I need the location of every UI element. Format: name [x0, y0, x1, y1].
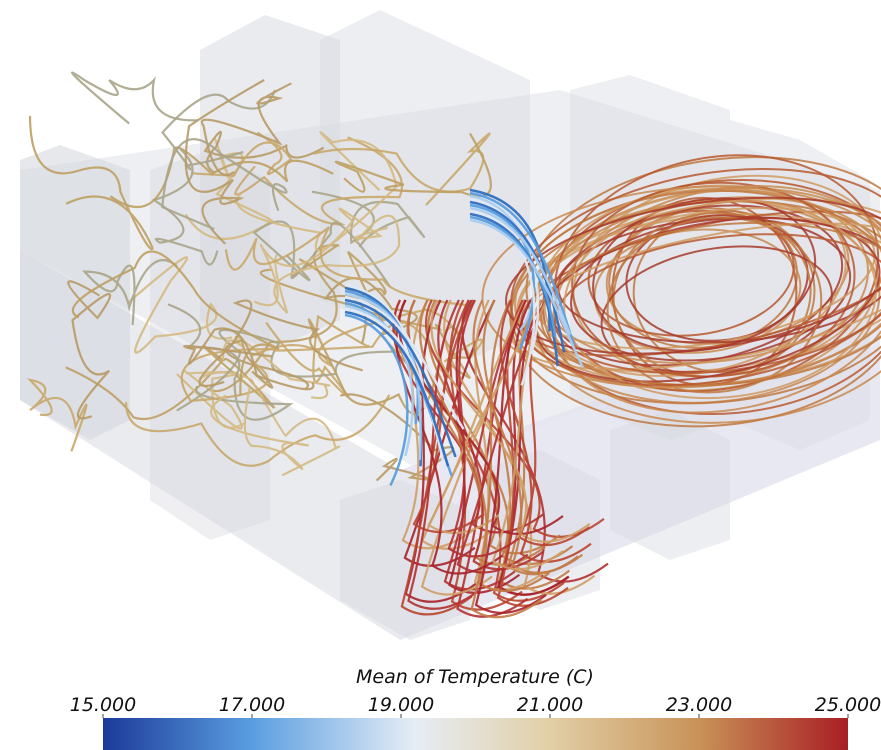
- streamline: [67, 280, 112, 420]
- colorbar-bar: [103, 718, 848, 750]
- streamline: [198, 299, 363, 387]
- streamline: [469, 209, 536, 386]
- colorbar-tick-label: 17.000: [219, 694, 285, 716]
- streamline: [540, 221, 881, 387]
- streamline: [184, 138, 274, 240]
- colorbar-tick-label: 21.000: [517, 694, 583, 716]
- streamline: [71, 71, 199, 125]
- streamline: [418, 299, 550, 593]
- streamline: [71, 250, 280, 396]
- streamline: [447, 299, 520, 558]
- streamline: [273, 214, 401, 314]
- streamline: [224, 339, 309, 390]
- streamline: [252, 220, 392, 288]
- streamline: [420, 299, 543, 596]
- streamline: [344, 313, 409, 487]
- streamline: [553, 233, 881, 375]
- streamline: [482, 299, 571, 590]
- streamline: [26, 378, 88, 452]
- streamline: [395, 299, 504, 575]
- streamline: [470, 299, 543, 619]
- streamline: [265, 314, 370, 398]
- block: [610, 410, 730, 560]
- scene: [20, 10, 881, 640]
- streamline: [200, 82, 292, 177]
- streamline: [497, 299, 570, 596]
- streamline: [124, 394, 391, 467]
- streamline: [28, 115, 154, 251]
- room-wall: [400, 300, 880, 640]
- streamline: [234, 136, 404, 226]
- streamline: [469, 200, 566, 353]
- streamline: [461, 299, 609, 583]
- colorbar-title: Mean of Temperature (C): [356, 666, 594, 688]
- streamline: [509, 189, 881, 428]
- streamline: [606, 216, 823, 394]
- streamline: [210, 386, 309, 471]
- streamline: [430, 299, 591, 543]
- streamline: [469, 218, 584, 368]
- streamline: [407, 299, 480, 610]
- colorbar-tick-label: 23.000: [666, 694, 732, 716]
- streamline: [127, 256, 233, 354]
- streamline: [167, 303, 294, 421]
- streamline: [161, 138, 288, 231]
- streamline: [224, 226, 468, 307]
- streamline: [491, 299, 564, 571]
- block: [340, 480, 470, 640]
- streamline: [474, 299, 547, 614]
- streamline: [161, 89, 277, 171]
- streamline: [542, 179, 881, 415]
- streamline: [426, 299, 561, 555]
- colorbar-tick-label: 15.000: [70, 694, 136, 716]
- colorbar-tick-label: 25.000: [815, 694, 881, 716]
- streamline: [570, 217, 852, 362]
- colorbar: 15.000 17.000 19.000 21.000 23.000 25.000: [70, 694, 881, 750]
- streamline: [184, 79, 265, 245]
- streamline: [472, 299, 584, 574]
- streamline: [400, 299, 475, 616]
- streamline: [469, 206, 572, 336]
- streamline: [344, 298, 457, 458]
- streamlines: [26, 71, 881, 619]
- streamline: [313, 132, 491, 206]
- streamline: [344, 304, 414, 457]
- streamline: [393, 299, 574, 566]
- streamline: [344, 295, 465, 430]
- streamline: [151, 148, 219, 266]
- streamline: [109, 146, 334, 209]
- streamline: [191, 131, 293, 177]
- streamline: [505, 196, 881, 355]
- streamline: [82, 259, 178, 326]
- streamline: [587, 209, 795, 337]
- streamline: [456, 299, 548, 574]
- streamline: [344, 307, 446, 468]
- streamline: [510, 168, 881, 387]
- streamline: [183, 327, 315, 391]
- block: [150, 150, 270, 540]
- streamline: [311, 190, 426, 248]
- streamline: [427, 299, 526, 535]
- streamline: [469, 191, 576, 346]
- streamline: [600, 245, 833, 374]
- colorbar-tick-label: 19.000: [368, 694, 434, 716]
- streamline: [499, 299, 592, 563]
- streamline: [344, 310, 450, 467]
